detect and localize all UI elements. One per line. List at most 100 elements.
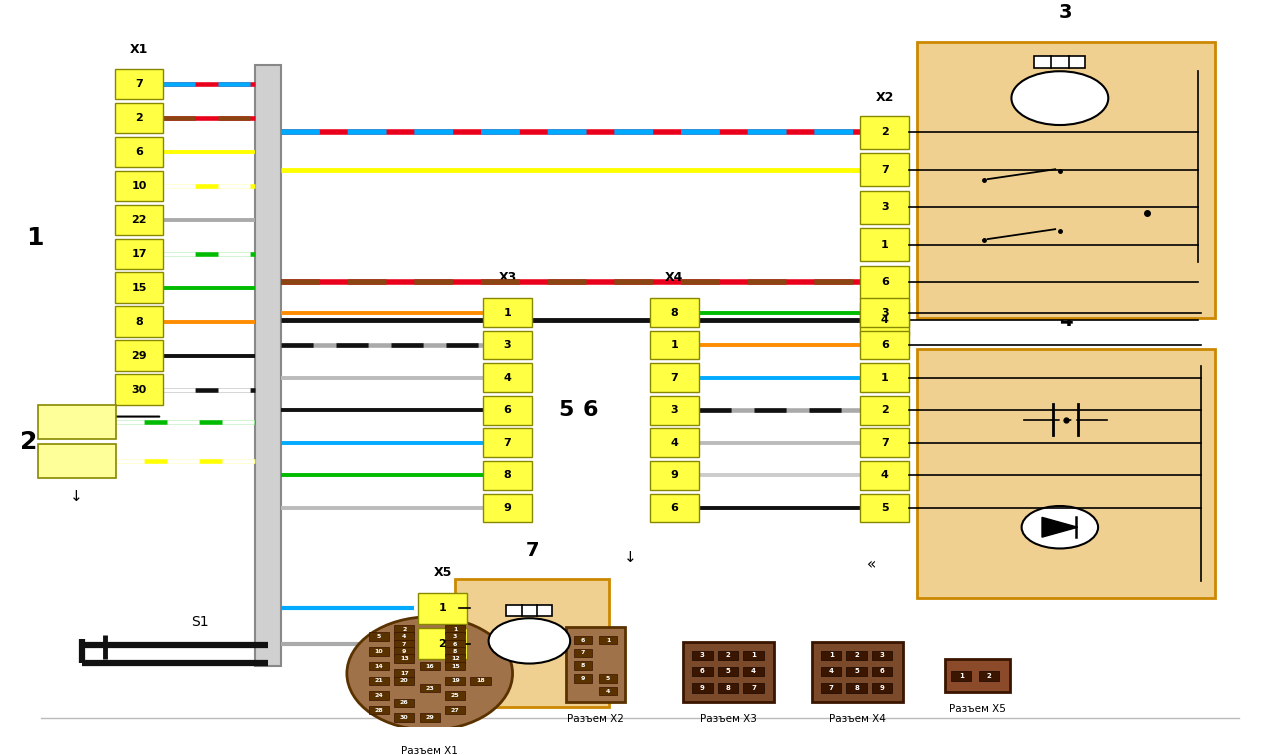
Text: ↓: ↓ [623, 550, 636, 565]
Text: 6: 6 [580, 638, 585, 643]
FancyBboxPatch shape [860, 190, 909, 223]
Text: 20: 20 [399, 678, 408, 683]
Text: 9: 9 [879, 685, 884, 691]
FancyBboxPatch shape [718, 651, 739, 660]
FancyBboxPatch shape [872, 683, 892, 692]
FancyBboxPatch shape [573, 649, 591, 657]
FancyBboxPatch shape [394, 639, 415, 649]
FancyBboxPatch shape [846, 683, 867, 692]
FancyBboxPatch shape [599, 687, 617, 695]
FancyBboxPatch shape [860, 153, 909, 186]
Text: 4: 4 [605, 689, 611, 694]
FancyBboxPatch shape [860, 298, 909, 327]
FancyBboxPatch shape [650, 298, 699, 327]
Text: 1: 1 [671, 340, 678, 350]
Text: 2: 2 [136, 113, 143, 123]
FancyBboxPatch shape [599, 636, 617, 645]
FancyBboxPatch shape [573, 674, 591, 683]
Text: /: / [1108, 515, 1111, 525]
Text: 6: 6 [881, 277, 888, 287]
Text: 7: 7 [881, 165, 888, 174]
Text: X5: X5 [433, 565, 452, 578]
FancyBboxPatch shape [650, 461, 699, 490]
FancyBboxPatch shape [369, 633, 389, 641]
FancyBboxPatch shape [951, 671, 972, 680]
Text: 4: 4 [828, 668, 833, 674]
FancyBboxPatch shape [650, 363, 699, 392]
Text: 4: 4 [881, 315, 888, 325]
Text: 1: 1 [453, 627, 457, 632]
Text: 1: 1 [605, 638, 611, 643]
Text: 7: 7 [136, 79, 143, 89]
Text: 1: 1 [959, 673, 964, 679]
FancyBboxPatch shape [445, 676, 466, 685]
Text: 6: 6 [453, 642, 457, 646]
Text: 26: 26 [399, 701, 408, 705]
Text: 4: 4 [503, 373, 512, 383]
Polygon shape [255, 65, 280, 667]
FancyBboxPatch shape [872, 651, 892, 660]
FancyBboxPatch shape [860, 396, 909, 424]
Text: 5: 5 [881, 503, 888, 513]
Text: «: « [868, 371, 877, 387]
FancyBboxPatch shape [692, 683, 713, 692]
FancyBboxPatch shape [916, 42, 1215, 318]
Text: 9: 9 [402, 649, 407, 654]
Text: 3: 3 [453, 634, 457, 639]
Text: X1: X1 [131, 43, 148, 56]
FancyBboxPatch shape [484, 494, 531, 522]
Text: 1: 1 [503, 307, 511, 318]
Polygon shape [1042, 517, 1078, 537]
FancyBboxPatch shape [456, 579, 609, 707]
FancyBboxPatch shape [718, 667, 739, 676]
FancyBboxPatch shape [484, 363, 531, 392]
Text: 7: 7 [526, 541, 539, 560]
FancyBboxPatch shape [650, 331, 699, 359]
Text: 9: 9 [580, 676, 585, 681]
Text: 15: 15 [451, 664, 460, 669]
FancyBboxPatch shape [369, 692, 389, 700]
Text: 14: 14 [374, 664, 383, 669]
FancyBboxPatch shape [115, 103, 164, 133]
FancyBboxPatch shape [484, 396, 531, 424]
Text: 13: 13 [399, 656, 408, 661]
FancyBboxPatch shape [860, 228, 909, 261]
Text: 9: 9 [503, 503, 512, 513]
FancyBboxPatch shape [916, 350, 1215, 598]
FancyBboxPatch shape [471, 676, 492, 685]
FancyBboxPatch shape [860, 461, 909, 490]
FancyBboxPatch shape [820, 651, 841, 660]
Text: 8: 8 [503, 470, 511, 480]
FancyBboxPatch shape [115, 137, 164, 167]
FancyBboxPatch shape [860, 303, 909, 336]
Circle shape [1011, 71, 1108, 125]
Text: 1: 1 [828, 652, 833, 658]
Text: 4: 4 [881, 470, 888, 480]
FancyBboxPatch shape [115, 171, 164, 201]
FancyBboxPatch shape [394, 655, 415, 663]
FancyBboxPatch shape [860, 331, 909, 359]
FancyBboxPatch shape [115, 239, 164, 269]
Text: 8: 8 [580, 663, 585, 668]
Text: 29: 29 [425, 715, 434, 720]
Text: 27: 27 [451, 707, 460, 713]
FancyBboxPatch shape [507, 605, 552, 616]
Text: 3: 3 [881, 307, 888, 318]
FancyBboxPatch shape [573, 661, 591, 670]
Text: 4: 4 [402, 634, 407, 639]
Text: 2: 2 [439, 639, 447, 649]
Text: Разъем Х2: Разъем Х2 [567, 713, 623, 724]
Text: S1: S1 [192, 615, 209, 629]
Text: 8: 8 [136, 317, 143, 327]
FancyBboxPatch shape [394, 698, 415, 707]
Text: 7: 7 [671, 373, 678, 383]
FancyBboxPatch shape [650, 494, 699, 522]
Text: X4: X4 [666, 271, 684, 284]
Text: 15: 15 [132, 283, 147, 293]
Text: X2: X2 [876, 91, 893, 103]
Text: 6: 6 [700, 668, 705, 674]
FancyBboxPatch shape [115, 341, 164, 371]
Text: 25: 25 [451, 693, 460, 698]
FancyBboxPatch shape [394, 647, 415, 655]
FancyBboxPatch shape [860, 363, 909, 392]
